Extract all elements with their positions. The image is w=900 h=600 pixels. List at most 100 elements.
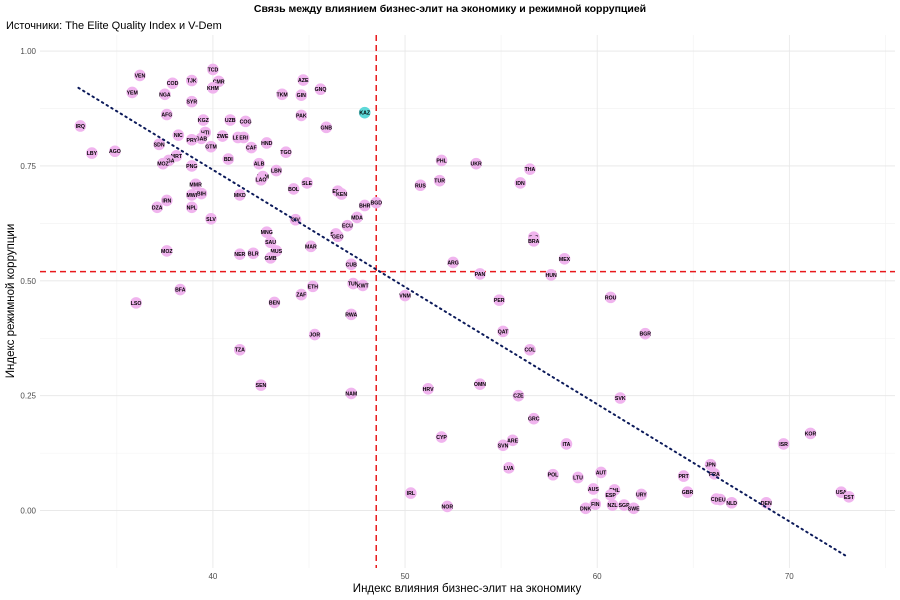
trend-line-group <box>77 86 848 558</box>
point-label-khm: KHM <box>207 86 219 92</box>
point-nam <box>345 387 358 400</box>
point-label-lby: LBY <box>87 151 98 157</box>
point-mmr <box>189 178 202 191</box>
point-lao <box>255 173 267 186</box>
point-pak <box>295 109 308 122</box>
point-label-tcd: TCD <box>208 67 219 73</box>
point-label-aut: AUT <box>596 470 607 476</box>
point-label-tza: TZA <box>235 348 245 354</box>
point-svn <box>497 439 509 452</box>
point-label-tha: THA <box>525 167 536 173</box>
x-tick-label: 70 <box>785 572 794 581</box>
point-label-tun: TUN <box>348 282 359 288</box>
point-ltu <box>572 471 584 484</box>
point-hun <box>545 269 557 281</box>
point-bhr <box>358 199 371 212</box>
point-grc <box>527 412 540 425</box>
point-tun <box>347 277 359 290</box>
point-label-mar: MAR <box>305 244 317 250</box>
point-qat <box>497 325 509 338</box>
point-rus <box>414 179 427 192</box>
point-jor <box>308 328 321 341</box>
point-label-ltu: LTU <box>573 475 583 481</box>
point-label-phl: PHL <box>436 158 447 164</box>
point-label-moz_b: MOZ <box>157 162 169 168</box>
point-label-dza: DZA <box>152 205 163 211</box>
point-label-bra: BRA <box>528 239 539 245</box>
point-label-png: PNG <box>186 164 197 170</box>
point-label-cog: COG <box>240 119 252 125</box>
point-sle <box>301 177 313 189</box>
point-syr <box>185 95 198 108</box>
point-tha <box>524 163 536 175</box>
x-tick-label: 40 <box>208 572 217 581</box>
point-label-jor: JOR <box>309 333 320 339</box>
point-label-ben: BEN <box>269 300 280 306</box>
point-eth <box>307 280 319 293</box>
y-tick-label: 0.75 <box>20 162 36 171</box>
point-sen <box>255 379 267 391</box>
point-label-kor: KOR <box>805 431 817 437</box>
point-label-bfa: BFA <box>175 288 186 294</box>
point-png <box>185 160 198 172</box>
point-label-bgr: BGR <box>639 332 651 338</box>
point-tur <box>433 174 446 187</box>
point-vnm <box>399 289 411 302</box>
point-label-ecu: ECU <box>342 224 353 230</box>
point-gin <box>295 89 308 101</box>
point-label-gnb: GNB <box>321 125 333 131</box>
point-label-irl: IRL <box>407 491 416 497</box>
point-hnd <box>260 137 273 149</box>
point-gtm <box>205 140 217 153</box>
point-label-gab: GAB <box>196 136 208 142</box>
point-label-alb: ALB <box>254 162 265 168</box>
point-sdn <box>153 138 165 151</box>
point-label-uzb: UZB <box>225 118 236 124</box>
point-label-mda: MDA <box>351 215 363 221</box>
point-label-isr: ISR <box>779 442 788 448</box>
point-label-gnq: GNQ <box>315 87 327 93</box>
point-pry <box>185 133 198 146</box>
point-label-rwa: RWA <box>345 312 357 318</box>
point-ner <box>234 248 246 260</box>
point-label-tkm: TKM <box>276 92 287 98</box>
point-label-blr: BLR <box>248 251 259 257</box>
point-lso <box>130 297 142 309</box>
point-label-slv: SLV <box>206 217 216 223</box>
point-idn <box>514 177 527 189</box>
plot-panel <box>40 35 895 568</box>
x-axis-label: Индекс влияния бизнес-элит на экономику <box>353 583 582 595</box>
point-npl <box>185 201 198 214</box>
point-mwi <box>185 189 198 201</box>
point-ven <box>134 69 146 82</box>
point-label-hun: HUN <box>545 273 556 279</box>
y-tick-label: 0.50 <box>20 277 36 286</box>
point-label-svk: SVK <box>615 396 626 402</box>
point-label-moz: MOZ <box>161 249 173 255</box>
point-caf <box>245 141 258 154</box>
point-gnq <box>314 83 327 96</box>
point-label-aus: AUS <box>588 487 599 493</box>
point-ecu <box>341 219 354 232</box>
point-aze <box>297 74 310 86</box>
point-label-swe: SWE <box>628 506 640 512</box>
point-hrv <box>422 383 434 395</box>
point-dza <box>151 201 164 214</box>
point-label-tur: TUR <box>434 179 445 185</box>
point-kgz <box>197 114 210 126</box>
point-tkm <box>276 88 288 101</box>
point-label-idn: IDN <box>516 181 525 187</box>
point-label-arg: ARG <box>447 260 459 266</box>
point-tza <box>234 343 246 356</box>
point-label-hnd: HND <box>261 141 272 147</box>
point-tjk <box>185 74 198 87</box>
x-tick-label: 60 <box>593 572 602 581</box>
point-label-zaf: ZAF <box>296 293 306 299</box>
point-label-ner: NER <box>234 252 245 258</box>
point-label-omn: OMN <box>474 382 486 388</box>
point-label-npl: NPL <box>187 205 198 211</box>
point-label-bhr: BHR <box>359 203 370 209</box>
point-rwa <box>345 308 358 321</box>
point-est <box>843 490 855 503</box>
